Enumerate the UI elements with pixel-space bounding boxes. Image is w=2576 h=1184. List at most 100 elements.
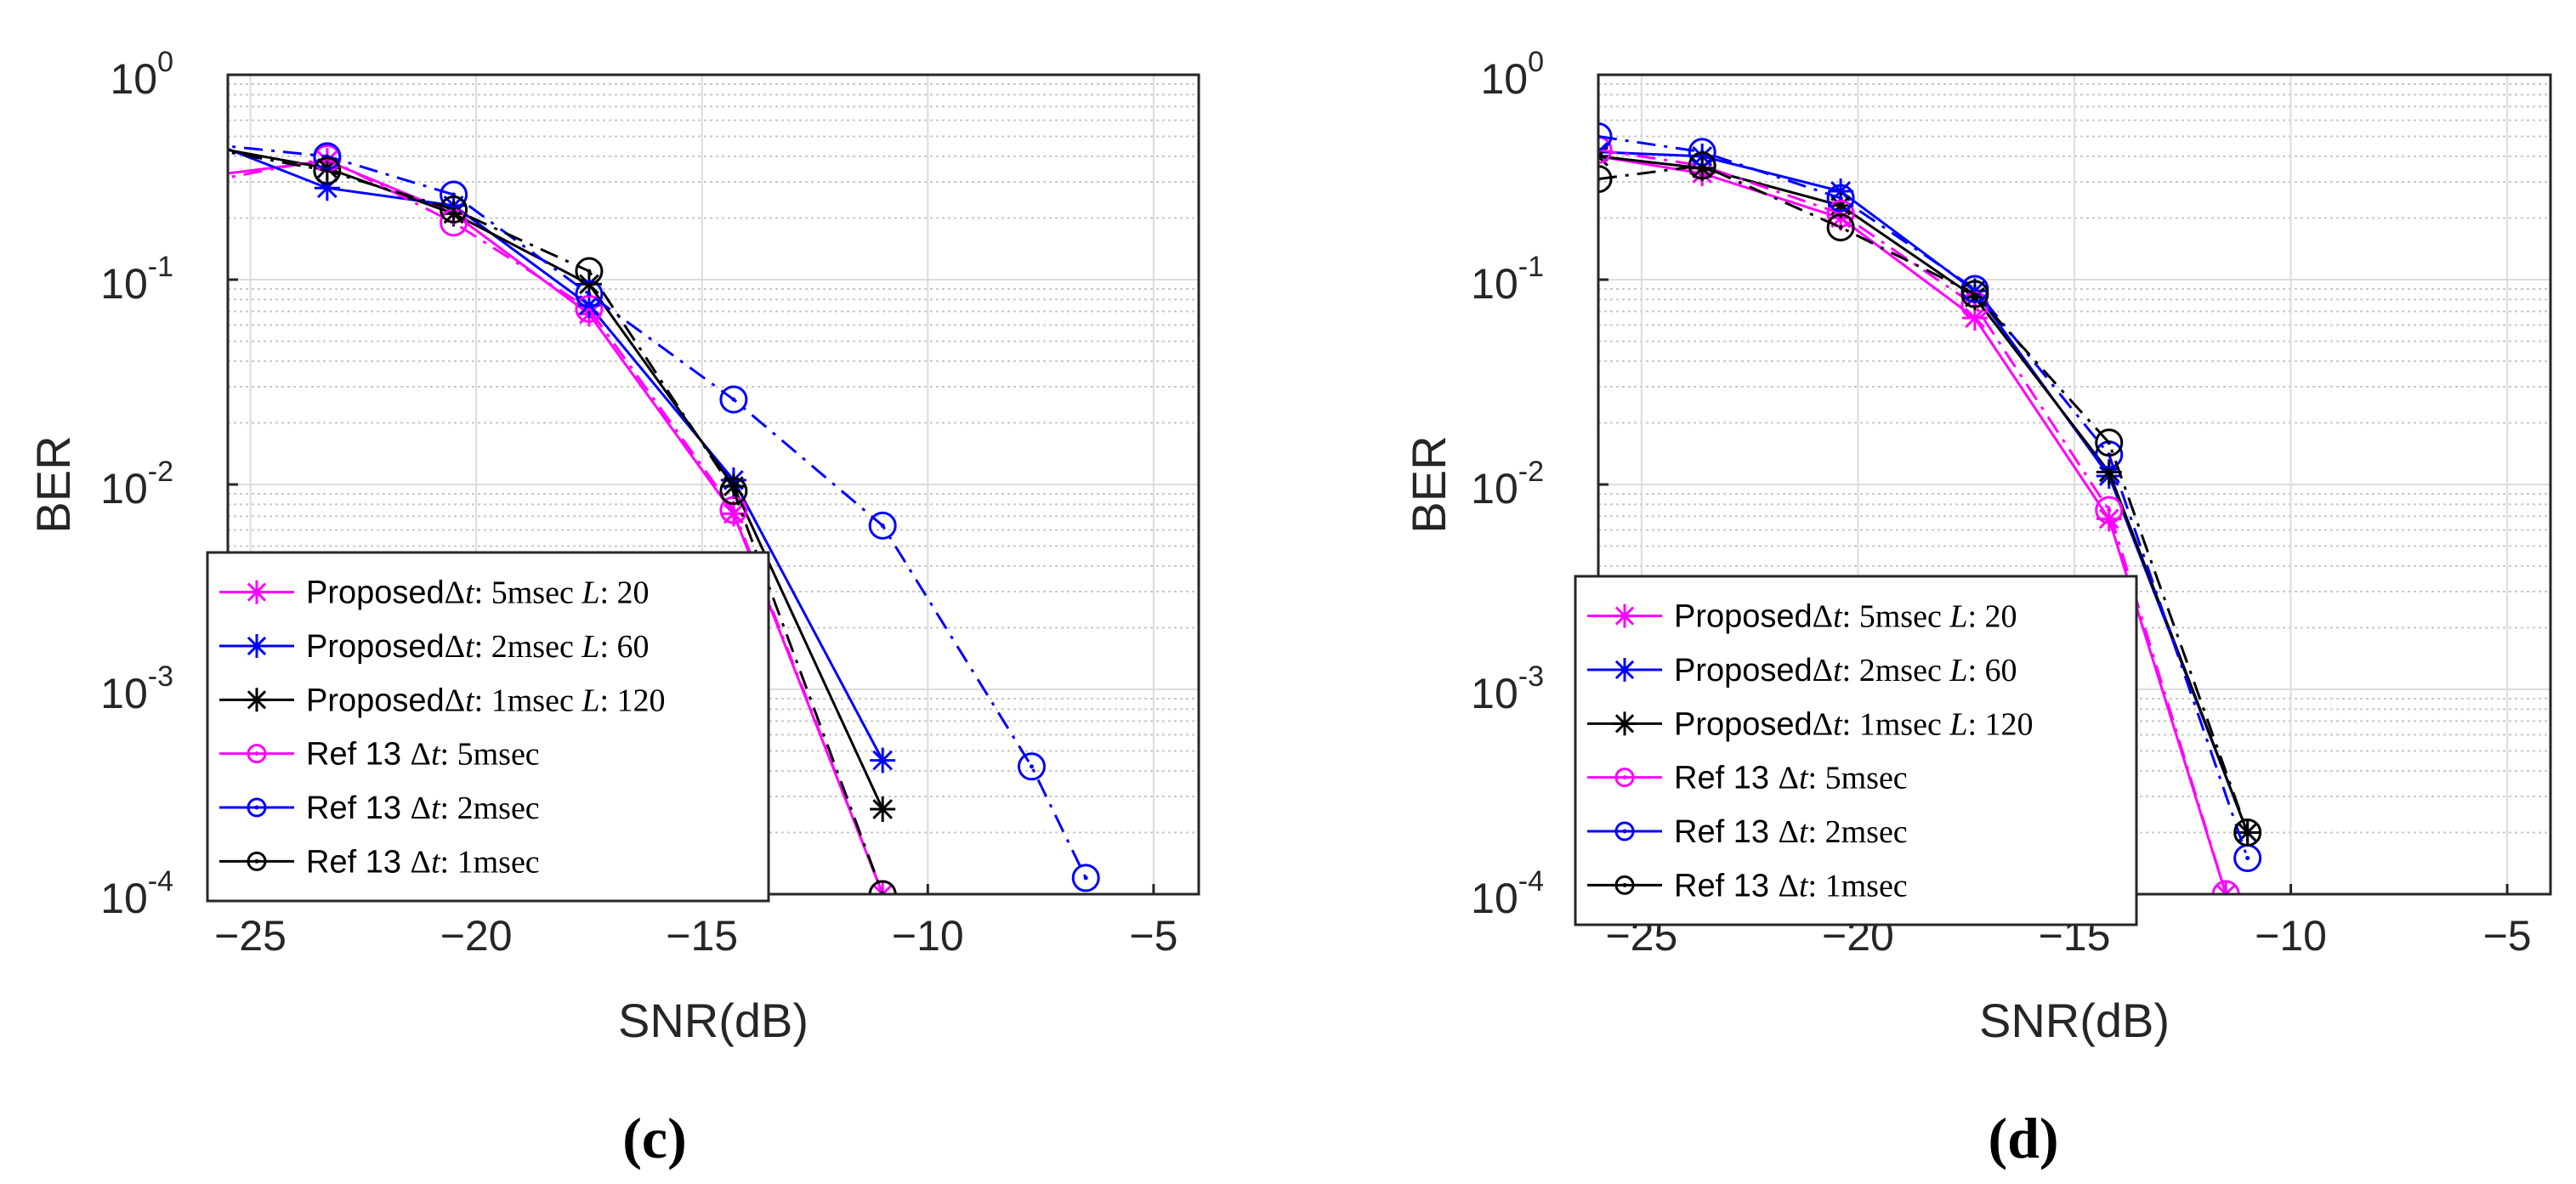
legend-label-part: t [465, 575, 475, 611]
data-point [719, 385, 748, 414]
panel-label: (d) [1988, 1106, 2058, 1170]
legend-label-part: 1msec [491, 683, 582, 718]
panel-label: (c) [622, 1106, 686, 1170]
legend-item-3: ProposedΔt: 1msec L: 120 [1587, 706, 2034, 742]
y-tick-base: 10 [1471, 465, 1518, 513]
legend-label-part: 2msec [491, 629, 582, 665]
legend-item-1: ProposedΔt: 5msec L: 20 [219, 575, 650, 611]
data-point [313, 156, 342, 185]
legend-label-part: Δ [411, 790, 431, 826]
x-axis-label: SNR(dB) [1979, 994, 2170, 1047]
legend-label: ProposedΔt: 5msec L: 20 [306, 575, 650, 611]
legend-item-5: Ref 13 Δt: 2msec [219, 790, 540, 826]
y-tick-exponent: 0 [157, 46, 173, 78]
panel-d: −25 −20 −15 −10 −510010-110-210-310-4SNR(dB)… [1402, 46, 2552, 1170]
legend-label-part: Ref 13 [306, 737, 411, 773]
legend-label-part: 5msec [457, 737, 540, 773]
legend-label-part: : [440, 844, 457, 880]
legend-label-part: Δ [411, 737, 431, 773]
y-tick-exponent: -2 [148, 456, 173, 488]
legend-label-part: Δ [445, 575, 465, 611]
legend-label-part: Δ [411, 844, 431, 880]
legend-label-part: L [581, 575, 599, 611]
x-axis-label: SNR(dB) [618, 994, 809, 1047]
legend-marker [1613, 603, 1637, 628]
data-point [719, 477, 748, 506]
y-tick-exponent: -1 [148, 251, 173, 283]
grid [1598, 74, 2550, 895]
legend-label-part: Proposed [1674, 706, 1813, 742]
x-tick-label: −5 [1129, 912, 1177, 960]
legend-label-part: Δ [1779, 761, 1799, 796]
y-tick-exponent: -1 [1518, 251, 1544, 283]
data-point [1960, 280, 1989, 309]
x-tick-label: −15 [666, 912, 738, 960]
legend-label-part: t [431, 737, 441, 773]
y-tick-label: 100 [1480, 46, 1544, 103]
legend-label-part: L [581, 683, 599, 718]
legend-marker [245, 634, 269, 658]
legend-label: ProposedΔt: 1msec L: 120 [306, 683, 666, 718]
legend-label-part: Δ [1813, 599, 1833, 635]
legend-item-1: ProposedΔt: 5msec L: 20 [1587, 599, 2017, 635]
legend-label-part: Ref 13 [1674, 761, 1779, 796]
legend-label-part: Δ [445, 629, 465, 665]
legend-label-part: : [599, 683, 616, 718]
legend-label-part: 5msec [1825, 761, 1908, 796]
legend-marker [1613, 658, 1637, 682]
y-tick-base: 10 [100, 875, 148, 922]
legend-label: ProposedΔt: 2msec L: 60 [306, 629, 650, 665]
legend-label-part: : [1842, 653, 1859, 688]
legend-label-part: Proposed [306, 575, 445, 611]
data-point [2095, 496, 2124, 524]
legend-label-part: 60 [1985, 653, 2017, 688]
legend-label-part: 1msec [457, 844, 540, 880]
legend-label-part: t [1799, 814, 1809, 850]
legend-label-part: t [1799, 868, 1809, 904]
y-tick-label: 100 [110, 46, 173, 103]
series-line-5 [1598, 135, 2250, 859]
legend-label: Ref 13 Δt: 2msec [306, 790, 540, 826]
data-point [2095, 428, 2124, 457]
legend-label-part: : [440, 790, 457, 826]
data-point [1826, 184, 1855, 212]
legend-label-part: : [474, 683, 491, 718]
legend-label: ProposedΔt: 2msec L: 60 [1674, 653, 2017, 688]
legend-label: Ref 13 Δt: 1msec [1674, 868, 1908, 904]
legend-label-part: Proposed [306, 629, 445, 665]
legend-label-part: Δ [1779, 868, 1799, 904]
legend-marker [1614, 768, 1635, 788]
data-point [2213, 881, 2239, 894]
legend-marker [247, 851, 267, 871]
legend-label-part: : [599, 629, 616, 665]
data-point [870, 796, 896, 822]
y-tick-exponent: -2 [1518, 456, 1544, 488]
legend-label-part: : [1808, 868, 1825, 904]
legend-label-part: t [1833, 653, 1843, 688]
data-point [440, 195, 468, 224]
legend-item-2: ProposedΔt: 2msec L: 60 [1587, 653, 2017, 688]
y-tick-base: 10 [100, 260, 148, 308]
data-point [1017, 752, 1046, 781]
data-point [575, 280, 604, 309]
series-group [1598, 122, 2262, 894]
series-line-6 [228, 150, 884, 894]
y-tick-label: 10-1 [1471, 251, 1544, 308]
x-tick-label: −5 [2483, 912, 2532, 960]
legend-label-part: : [1967, 653, 1984, 688]
legend-label-part: 5msec [1859, 599, 1950, 635]
legend-label-part: 60 [617, 629, 650, 665]
legend-item-2: ProposedΔt: 2msec L: 60 [219, 629, 650, 665]
legend-label-part: : [1808, 814, 1825, 850]
legend-label-part: : [1967, 599, 1984, 635]
panel-c: −25 −20 −15 −10 −510010-110-210-310-4SNR(dB)… [26, 46, 1200, 1170]
data-point [870, 747, 896, 773]
series-line-6 [1598, 164, 2250, 834]
legend-box [1574, 575, 2138, 926]
legend-label-part: Proposed [1674, 599, 1813, 635]
legend-label-part: 2msec [1825, 814, 1908, 850]
legend-label-part: 2msec [1859, 653, 1950, 688]
y-tick-label: 10-2 [1471, 456, 1544, 513]
